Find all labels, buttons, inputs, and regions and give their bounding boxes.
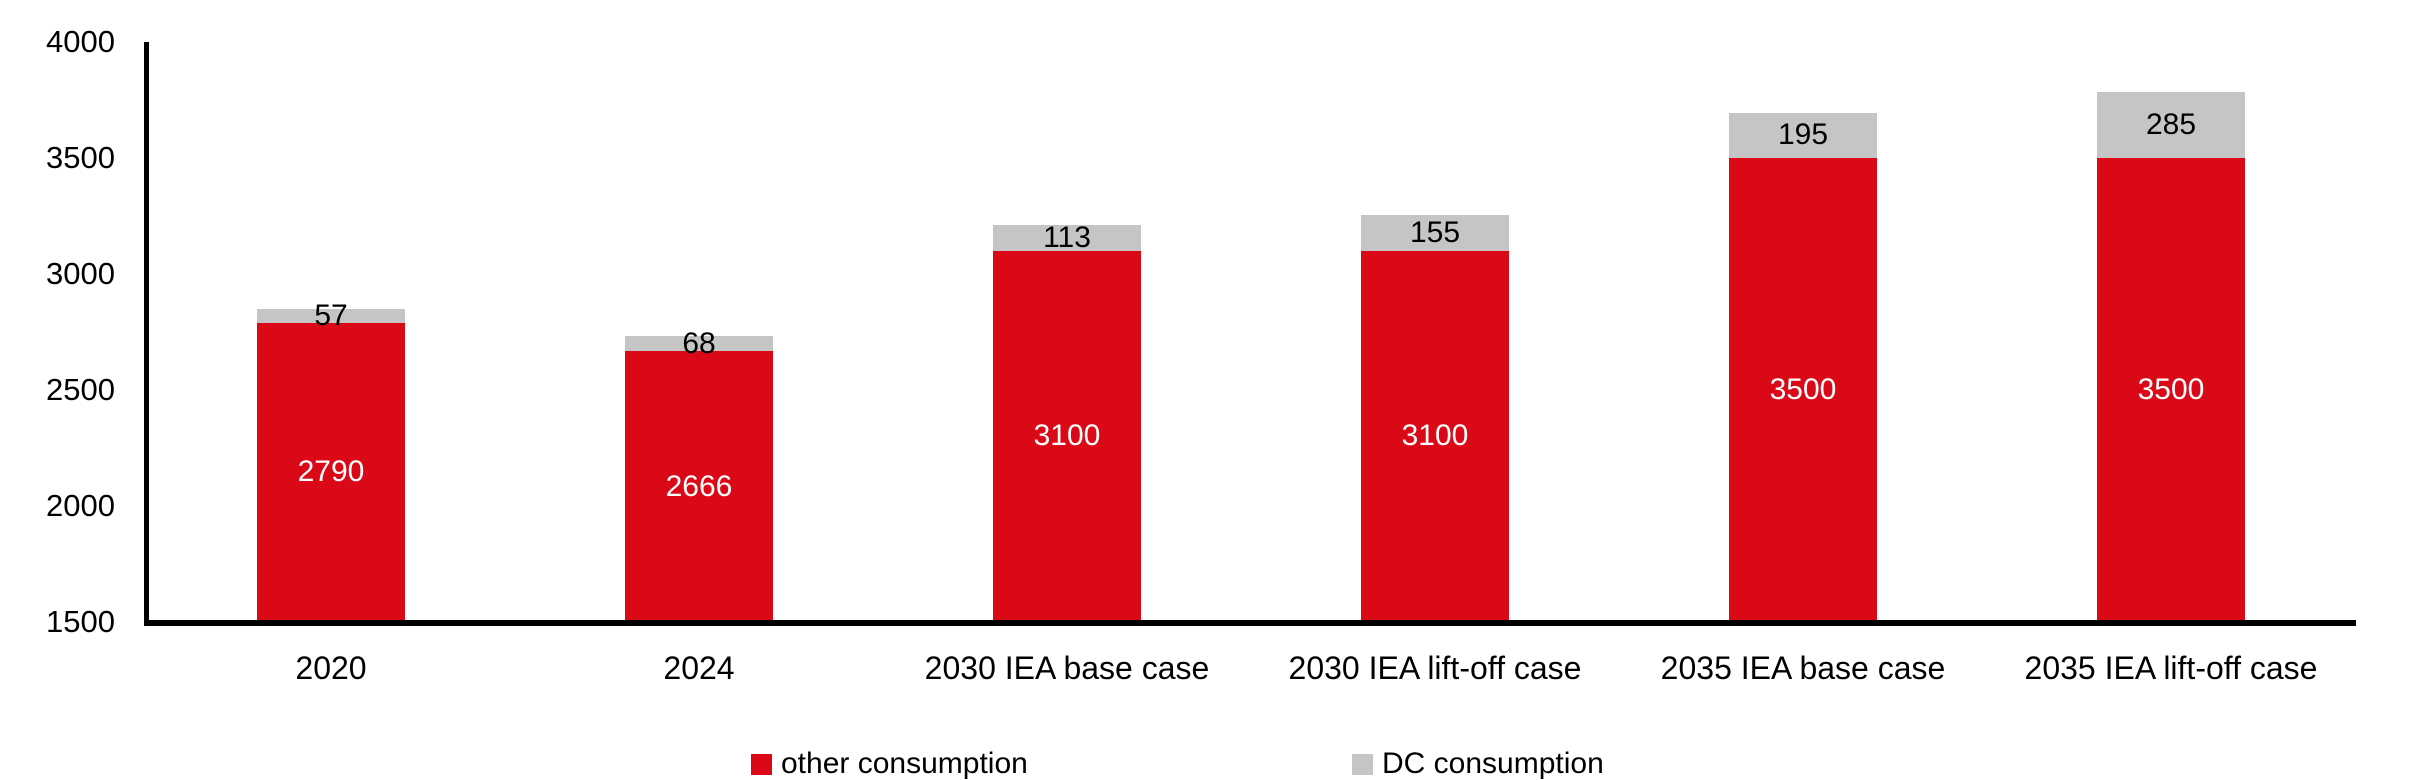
- bar-label-dc-consumption: 195: [1777, 118, 1829, 152]
- legend-marker-dc-consumption-icon: [1352, 753, 1373, 775]
- bar-label-other-consumption: 2790: [297, 455, 365, 489]
- bar-label-other-consumption: 3500: [1769, 373, 1837, 406]
- bar-label-dc-consumption: 155: [1409, 215, 1461, 249]
- bar-segment-dc-consumption: [257, 309, 405, 323]
- x-axis-label: 2030 IEA base case: [924, 650, 1210, 686]
- bar-label-dc-consumption: 57: [314, 299, 348, 333]
- bar-segment-other-consumption: [625, 351, 773, 624]
- bar-segment-dc-consumption: [993, 224, 1141, 251]
- x-axis-line: [144, 620, 2356, 626]
- y-axis-line: [144, 42, 149, 626]
- y-axis-tick-label: 1500: [46, 604, 115, 639]
- x-axis-label: 2035 IEA lift-off case: [2024, 650, 2318, 686]
- legend: other consumption DC consumption: [0, 746, 2430, 780]
- x-axis-label: 2030 IEA lift-off case: [1288, 650, 1582, 686]
- legend-marker-other-consumption-icon: [751, 753, 772, 775]
- y-axis-tick-label: 2000: [46, 488, 115, 523]
- x-axis-label: 2035 IEA base case: [1660, 650, 1946, 686]
- legend-item-other-consumption: other consumption: [751, 746, 1028, 780]
- bar-segment-dc-consumption: [1361, 214, 1509, 251]
- bar-segment-other-consumption: [257, 322, 405, 624]
- bar-label-dc-consumption: 113: [1043, 220, 1091, 254]
- bar-segment-dc-consumption: [2097, 91, 2245, 158]
- x-axis-label: 2024: [663, 650, 735, 686]
- bar-label-other-consumption: 2666: [665, 469, 733, 503]
- legend-label-other-consumption: other consumption: [781, 747, 1028, 780]
- bar-label-dc-consumption: 68: [682, 326, 716, 360]
- y-axis-tick-label: 4000: [46, 24, 115, 59]
- bar-segment-other-consumption: [993, 250, 1141, 624]
- bar-segment-other-consumption: [1361, 250, 1509, 624]
- x-axis-label: 2020: [295, 650, 367, 686]
- legend-item-dc-consumption: DC consumption: [1352, 746, 1604, 780]
- bar-label-other-consumption: 3100: [1401, 419, 1469, 453]
- bar-label-dc-consumption: 285: [2145, 107, 2197, 141]
- bar-label-other-consumption: 3500: [2137, 373, 2205, 406]
- y-axis-tick-label: 2500: [46, 372, 115, 407]
- y-axis-tick-label: 3500: [46, 140, 115, 175]
- bar-segment-other-consumption: [1729, 158, 1877, 624]
- bar-segment-other-consumption: [2097, 158, 2245, 624]
- bar-segment-dc-consumption: [1729, 112, 1877, 158]
- bar-label-other-consumption: 3100: [1033, 419, 1101, 453]
- y-axis-tick-label: 3000: [46, 256, 115, 291]
- bar-segment-dc-consumption: [625, 335, 773, 352]
- legend-label-dc-consumption: DC consumption: [1382, 747, 1604, 780]
